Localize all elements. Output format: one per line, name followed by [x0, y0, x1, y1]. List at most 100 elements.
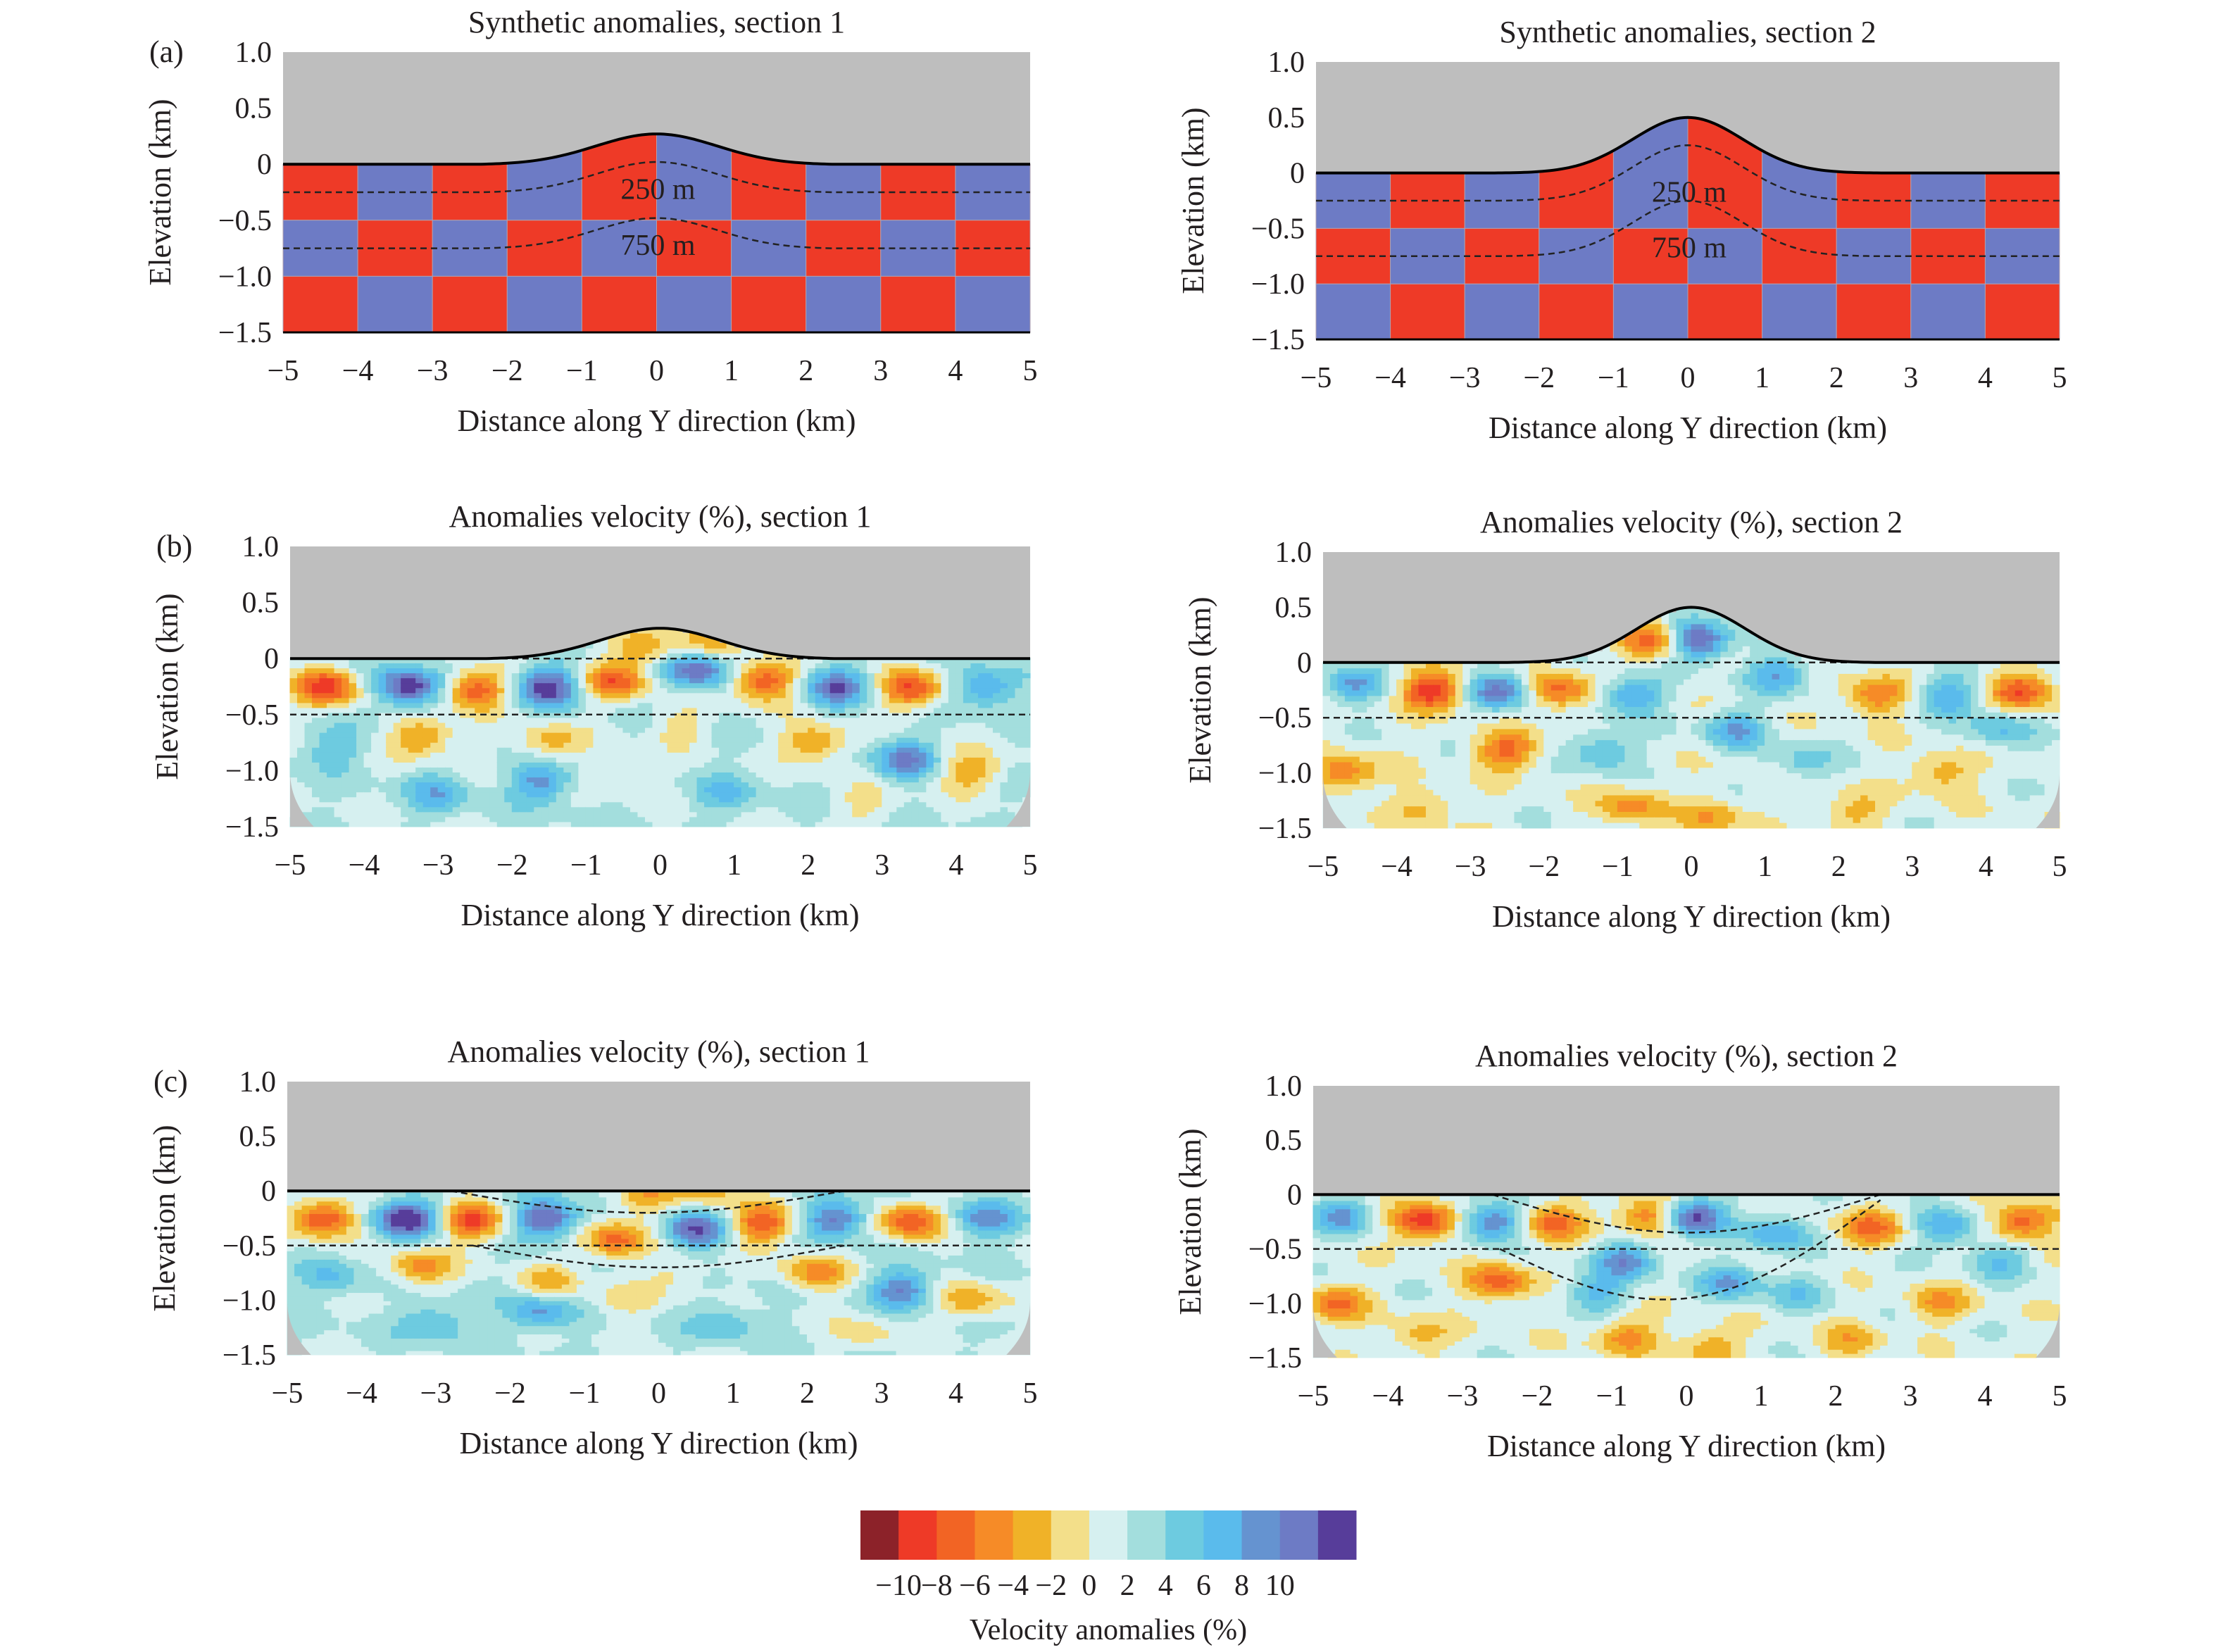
- heatmap-cell: [319, 732, 328, 738]
- heatmap-cell: [312, 811, 320, 818]
- heatmap-cell: [1477, 750, 1486, 757]
- heatmap-cell: [1403, 772, 1412, 779]
- heatmap-cell: [363, 737, 372, 743]
- heatmap-cell: [1521, 744, 1530, 751]
- heatmap-cell: [415, 692, 424, 699]
- heatmap-cell: [941, 707, 949, 713]
- heatmap-cell: [327, 672, 335, 679]
- heatmap-cell: [1543, 678, 1552, 685]
- heatmap-cell: [1484, 706, 1493, 713]
- heatmap-cell: [785, 657, 794, 664]
- heatmap-cell: [1448, 772, 1456, 779]
- heatmap-cell: [600, 732, 609, 738]
- heatmap-cell: [1543, 668, 1552, 674]
- heatmap-cell: [297, 741, 306, 748]
- heatmap-cell: [615, 741, 624, 748]
- depth-label: 750 m: [1652, 232, 1727, 264]
- heatmap-cell: [629, 632, 639, 639]
- heatmap-cell: [415, 761, 424, 768]
- heatmap-cell: [297, 801, 306, 808]
- heatmap-cell: [1007, 663, 1016, 669]
- heatmap-cell: [289, 697, 299, 703]
- heatmap-cell: [808, 722, 816, 728]
- heatmap-cell: [1588, 722, 1596, 730]
- heatmap-cell: [578, 782, 587, 788]
- heatmap-cell: [1484, 668, 1493, 674]
- heatmap-cell: [363, 801, 372, 808]
- heatmap-cell: [970, 766, 979, 773]
- heatmap-cell: [1425, 756, 1434, 763]
- heatmap-cell: [837, 821, 846, 827]
- heatmap-cell: [526, 677, 535, 684]
- heatmap-cell: [1352, 822, 1360, 829]
- heatmap-cell: [430, 796, 439, 803]
- heatmap-cell: [637, 787, 646, 793]
- heatmap-cell: [660, 668, 668, 674]
- heatmap-cell: [1433, 668, 1441, 674]
- heatmap-cell: [349, 746, 358, 753]
- heatmap-cell: [1550, 756, 1560, 763]
- heatmap-cell: [496, 697, 506, 703]
- heatmap-cell: [1022, 777, 1031, 783]
- heatmap-cell: [556, 717, 565, 723]
- heatmap-cell: [1639, 739, 1648, 746]
- heatmap-cell: [556, 787, 565, 793]
- heatmap-cell: [800, 663, 809, 669]
- heatmap-cell: [578, 816, 587, 822]
- heatmap-cell: [1565, 672, 1574, 680]
- heatmap-cell: [1418, 668, 1427, 674]
- heatmap-cell: [422, 777, 432, 783]
- heatmap-cell: [615, 766, 624, 773]
- heatmap-cell: [1344, 711, 1353, 718]
- heatmap-cell: [422, 663, 432, 669]
- heatmap-cell: [1448, 767, 1456, 774]
- heatmap-cell: [689, 632, 698, 639]
- heatmap-cell: [1359, 722, 1368, 730]
- heatmap-cell: [1448, 822, 1456, 829]
- heatmap-cell: [1411, 800, 1420, 807]
- heatmap-cell: [719, 712, 727, 718]
- heatmap-cell: [852, 772, 860, 778]
- heatmap-cell: [1602, 656, 1611, 663]
- heatmap-cell: [393, 801, 402, 808]
- heatmap-cell: [977, 777, 986, 783]
- heatmap-cell: [408, 668, 417, 674]
- heatmap-cell: [393, 796, 402, 803]
- checker-cell: [880, 275, 956, 333]
- heatmap-cell: [297, 697, 306, 703]
- heatmap-cell: [941, 682, 949, 689]
- heatmap-cell: [393, 697, 402, 703]
- heatmap-cell: [519, 806, 527, 813]
- heatmap-cell: [1514, 777, 1522, 784]
- heatmap-cell: [948, 707, 957, 713]
- heatmap-cell: [1007, 732, 1016, 738]
- heatmap-cell: [822, 657, 831, 664]
- heatmap-cell: [1022, 687, 1031, 694]
- heatmap-cell: [992, 791, 1001, 798]
- heatmap-cell: [822, 816, 831, 822]
- heatmap-cell: [734, 647, 742, 653]
- heatmap-cell: [726, 692, 735, 699]
- heatmap-cell: [815, 657, 824, 664]
- heatmap-cell: [1359, 761, 1368, 768]
- heatmap-cell: [918, 741, 927, 748]
- heatmap-cell: [933, 772, 942, 778]
- heatmap-cell: [371, 821, 380, 827]
- heatmap-cell: [689, 663, 698, 669]
- heatmap-cell: [822, 692, 831, 699]
- heatmap-cell: [1381, 689, 1390, 696]
- heatmap-cell: [837, 682, 846, 689]
- heatmap-cell: [1573, 750, 1581, 757]
- heatmap-cell: [563, 722, 572, 728]
- heatmap-cell: [1411, 695, 1420, 702]
- heatmap-cell: [408, 707, 417, 713]
- heatmap-cell: [926, 677, 934, 684]
- y-tick-label: 0: [264, 643, 279, 675]
- heatmap-cell: [808, 707, 816, 713]
- heatmap-cell: [1521, 739, 1530, 746]
- heatmap-cell: [622, 811, 631, 818]
- heatmap-cell: [660, 746, 668, 753]
- x-axis-label: Distance along Y direction (km): [457, 403, 856, 438]
- heatmap-cell: [526, 801, 535, 808]
- heatmap-cell: [711, 732, 720, 738]
